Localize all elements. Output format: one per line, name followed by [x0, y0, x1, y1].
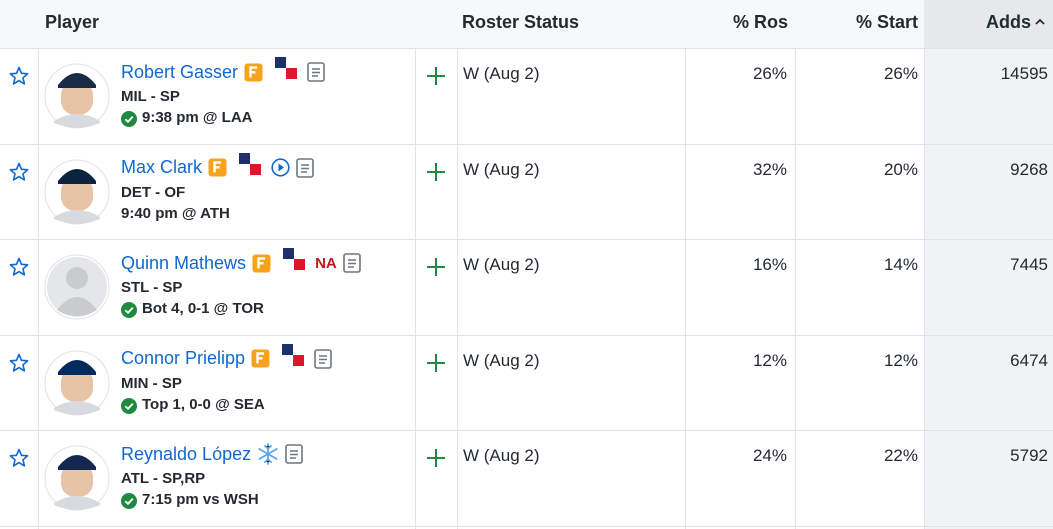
notes-icon[interactable] [342, 253, 361, 273]
player-line: Max Clark [121, 152, 314, 179]
divider [924, 48, 925, 529]
divider [38, 48, 39, 529]
game-check [121, 302, 137, 319]
adds-count: 5792 [1010, 446, 1048, 466]
roster-status: W (Aug 2) [463, 446, 540, 466]
adds-count: 9268 [1010, 159, 1048, 179]
watch-star[interactable] [9, 257, 29, 277]
team-position: STL - SP [121, 279, 183, 297]
table-header [0, 0, 1053, 49]
notes-icon[interactable] [285, 444, 303, 465]
player-line: Quinn Mathews NA [121, 248, 361, 274]
column-header[interactable]: Roster Status [462, 12, 580, 32]
divider [415, 48, 416, 529]
row-divider [0, 144, 1053, 145]
add-button[interactable] [426, 448, 446, 468]
percent-started: 14% [883, 255, 918, 275]
player-name[interactable]: Quinn Mathews [121, 252, 247, 273]
flag-icon [282, 343, 305, 366]
flag-icon [275, 57, 298, 79]
row-divider [0, 335, 1053, 336]
fantasy-badge [252, 254, 271, 273]
percent-rostered: 32% [752, 159, 787, 179]
roster-status: W (Aug 2) [463, 255, 540, 275]
player-avatar [44, 63, 110, 129]
percent-rostered: 12% [752, 350, 787, 370]
adds-count: 7445 [1010, 255, 1048, 275]
roster-status: W (Aug 2) [463, 350, 540, 370]
notes-icon[interactable] [296, 157, 314, 178]
add-button[interactable] [426, 162, 446, 182]
adds-count: 6474 [1010, 350, 1048, 370]
notes-icon[interactable] [307, 62, 325, 82]
adds-column-bg [924, 0, 1053, 529]
game-info: 9:38 pm @ LAA [142, 109, 253, 126]
divider [685, 48, 686, 529]
player-avatar [44, 445, 110, 511]
player-name[interactable]: Connor Prielipp [121, 348, 246, 369]
player-name[interactable]: Reynaldo López [121, 443, 252, 464]
row-divider [0, 526, 1053, 527]
add-button[interactable] [426, 257, 446, 277]
divider [457, 48, 458, 529]
game-check [121, 493, 137, 510]
row-divider [0, 239, 1053, 240]
column-header[interactable]: Adds [986, 12, 1031, 32]
watch-star[interactable] [9, 162, 29, 182]
fantasy-badge [208, 158, 227, 177]
roster-status: W (Aug 2) [463, 159, 540, 179]
player-line: Robert Gasser [121, 57, 325, 83]
watch-star[interactable] [9, 448, 29, 468]
video-icon[interactable] [271, 158, 290, 177]
percent-started: 22% [883, 446, 918, 466]
team-position: DET - OF [121, 183, 186, 201]
game-info: Top 1, 0-0 @ SEA [142, 395, 265, 413]
roster-status: W (Aug 2) [463, 64, 540, 83]
player-avatar [44, 159, 110, 225]
percent-rostered: 16% [752, 255, 787, 275]
game-info: 9:40 pm @ ATH [121, 204, 230, 222]
cold-icon [257, 443, 279, 466]
game-check [121, 111, 137, 127]
flag-icon [239, 152, 262, 175]
column-header[interactable]: Player [45, 12, 100, 32]
add-button[interactable] [426, 66, 446, 86]
player-name[interactable]: Max Clark [121, 157, 203, 178]
status-tag: NA [315, 254, 337, 272]
player-avatar [44, 254, 110, 320]
watch-star[interactable] [9, 66, 29, 86]
sort-arrow[interactable] [1034, 16, 1046, 28]
watch-star[interactable] [9, 353, 29, 373]
fantasy-badge [244, 63, 263, 82]
team-position: MIN - SP [121, 374, 182, 392]
player-name[interactable]: Robert Gasser [121, 61, 239, 82]
team-position: ATL - SP,RP [121, 470, 206, 488]
percent-started: 20% [883, 159, 918, 179]
game-info: Bot 4, 0-1 @ TOR [142, 300, 264, 318]
column-header[interactable]: % Ros [732, 12, 788, 32]
player-line: Reynaldo López [121, 443, 303, 466]
player-line: Connor Prielipp [121, 343, 332, 370]
percent-started: 12% [883, 350, 918, 370]
notes-icon[interactable] [314, 348, 332, 369]
row-divider [0, 430, 1053, 431]
game-info: 7:15 pm vs WSH [142, 491, 259, 509]
percent-rostered: 24% [752, 446, 787, 466]
game-check [121, 397, 137, 414]
percent-started: 26% [883, 64, 918, 83]
fantasy-badge [251, 349, 270, 368]
adds-header-bg [924, 0, 1053, 48]
player-avatar [44, 350, 110, 416]
flag-icon [283, 248, 306, 271]
column-header[interactable]: % Start [855, 12, 918, 32]
percent-rostered: 26% [752, 64, 787, 83]
divider [795, 48, 796, 529]
add-button[interactable] [426, 353, 446, 373]
adds-count: 14595 [1000, 64, 1048, 83]
team-position: MIL - SP [121, 88, 180, 105]
